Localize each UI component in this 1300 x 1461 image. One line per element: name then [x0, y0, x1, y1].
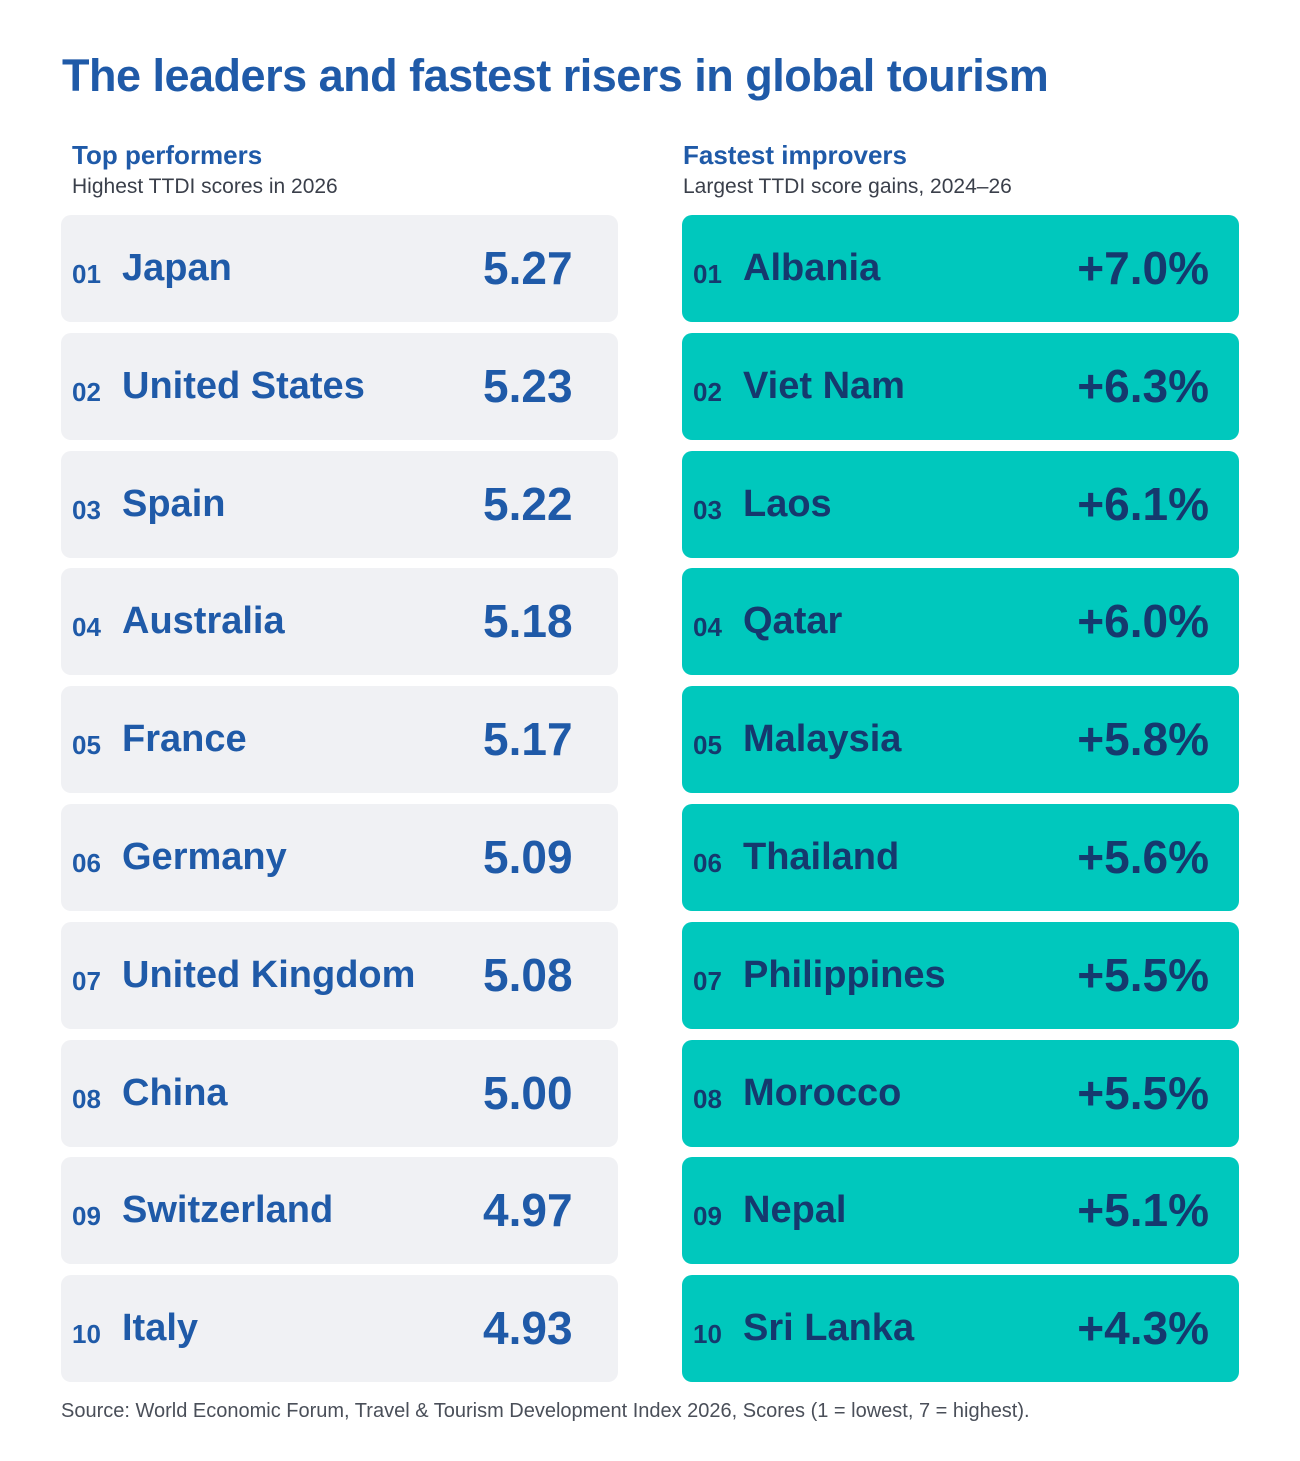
- fastest-improver-row: 10 Sri Lanka +4.3%: [682, 1275, 1239, 1383]
- top-performer-value: 4.93: [483, 1302, 573, 1355]
- fastest-improver-country: Viet Nam: [743, 364, 905, 407]
- fastest-improver-value: +6.1%: [1077, 477, 1209, 530]
- top-performer-rank: 09: [72, 1201, 101, 1232]
- fastest-improver-country: Philippines: [743, 953, 946, 996]
- top-performer-rank: 02: [72, 376, 101, 407]
- top-performer-value: 5.09: [483, 831, 573, 883]
- source-note: Source: World Economic Forum, Travel & T…: [61, 1400, 1030, 1422]
- top-performers-panel: Top performers Highest TTDI scores in 20…: [61, 140, 618, 1383]
- top-performer-rank: 04: [72, 612, 101, 643]
- fastest-improver-row: 05 Malaysia +5.8%: [682, 686, 1239, 794]
- fastest-improver-country: Sri Lanka: [743, 1307, 915, 1350]
- top-performer-country: Australia: [122, 600, 285, 643]
- fastest-improver-value: +5.6%: [1077, 831, 1209, 883]
- fastest-improver-rank: 09: [693, 1201, 722, 1232]
- top-performer-country: Switzerland: [122, 1189, 334, 1232]
- top-performer-rank: 03: [72, 494, 101, 525]
- fastest-improver-country: Malaysia: [743, 718, 902, 761]
- top-performer-row: 05 France 5.17: [61, 686, 618, 794]
- fastest-improver-value: +6.0%: [1077, 595, 1209, 648]
- top-performer-country: Italy: [122, 1307, 199, 1350]
- top-performer-rank: 07: [72, 965, 101, 996]
- top-performer-country: Spain: [122, 482, 226, 525]
- fastest-improver-value: +5.5%: [1077, 1066, 1209, 1119]
- fastest-improver-rank: 08: [693, 1083, 722, 1114]
- fastest-improver-row: 02 Viet Nam +6.3%: [682, 332, 1239, 440]
- top-performer-row: 03 Spain 5.22: [61, 450, 618, 558]
- fastest-improver-country: Nepal: [743, 1189, 847, 1232]
- top-performer-value: 5.27: [483, 242, 573, 294]
- fastest-improver-value: +5.5%: [1077, 948, 1209, 1001]
- top-performer-row: 06 Germany 5.09: [61, 804, 618, 911]
- fastest-improver-row: 09 Nepal +5.1%: [682, 1157, 1239, 1265]
- fastest-improver-row: 03 Laos +6.1%: [682, 450, 1239, 558]
- top-performer-row: 04 Australia 5.18: [61, 568, 618, 676]
- top-performer-value: 5.00: [483, 1066, 573, 1119]
- top-performer-value: 5.18: [483, 595, 573, 648]
- fastest-improver-country: Morocco: [743, 1071, 902, 1114]
- fastest-improver-value: +4.3%: [1077, 1302, 1209, 1355]
- top-performer-row: 01 Japan 5.27: [61, 215, 618, 322]
- top-performer-rank: 08: [72, 1083, 101, 1114]
- fastest-improver-value: +7.0%: [1077, 242, 1209, 294]
- fastest-improver-rank: 06: [693, 848, 722, 878]
- top-performer-row: 08 China 5.00: [61, 1039, 618, 1147]
- top-performer-country: China: [122, 1071, 228, 1114]
- top-performers-subtitle: Highest TTDI scores in 2026: [72, 175, 338, 198]
- fastest-improver-row: 08 Morocco +5.5%: [682, 1039, 1239, 1147]
- top-performer-value: 5.17: [483, 713, 573, 766]
- top-performer-value: 4.97: [483, 1184, 573, 1237]
- top-performer-rank: 01: [72, 259, 101, 289]
- top-performer-row: 09 Switzerland 4.97: [61, 1157, 618, 1265]
- fastest-improver-rank: 05: [693, 730, 722, 761]
- top-performer-row: 07 United Kingdom 5.08: [61, 921, 618, 1029]
- fastest-improver-rank: 01: [693, 259, 722, 289]
- fastest-improver-value: +5.1%: [1077, 1184, 1209, 1237]
- fastest-improver-value: +5.8%: [1077, 713, 1209, 766]
- fastest-improvers-heading: Fastest improvers: [683, 140, 907, 170]
- top-performer-country: United Kingdom: [122, 953, 416, 996]
- top-performer-country: Germany: [122, 836, 287, 878]
- fastest-improver-row: 06 Thailand +5.6%: [682, 804, 1239, 911]
- fastest-improver-country: Albania: [743, 247, 881, 289]
- fastest-improver-country: Laos: [743, 482, 832, 525]
- fastest-improver-rank: 02: [693, 376, 722, 407]
- fastest-improver-country: Qatar: [743, 600, 843, 643]
- fastest-improver-rank: 03: [693, 494, 722, 525]
- page-title: The leaders and fastest risers in global…: [62, 50, 1049, 101]
- top-performer-country: United States: [122, 364, 365, 407]
- top-performer-country: France: [122, 718, 247, 761]
- fastest-improvers-panel: Fastest improvers Largest TTDI score gai…: [682, 140, 1239, 1383]
- fastest-improver-row: 07 Philippines +5.5%: [682, 921, 1239, 1029]
- top-performer-rank: 06: [72, 848, 101, 878]
- top-performer-value: 5.23: [483, 359, 573, 412]
- top-performer-rank: 05: [72, 730, 101, 761]
- top-performer-rank: 10: [72, 1319, 101, 1350]
- fastest-improver-country: Thailand: [743, 836, 900, 878]
- fastest-improver-rank: 07: [693, 965, 722, 996]
- top-performer-country: Japan: [122, 247, 232, 289]
- fastest-improvers-subtitle: Largest TTDI score gains, 2024–26: [683, 175, 1012, 198]
- fastest-improver-rank: 04: [693, 612, 722, 643]
- top-performer-value: 5.22: [483, 477, 573, 530]
- top-performer-row: 10 Italy 4.93: [61, 1275, 618, 1383]
- top-performers-heading: Top performers: [72, 140, 263, 170]
- top-performer-row: 02 United States 5.23: [61, 332, 618, 440]
- fastest-improver-row: 01 Albania +7.0%: [682, 215, 1239, 322]
- fastest-improver-row: 04 Qatar +6.0%: [682, 568, 1239, 676]
- top-performer-value: 5.08: [483, 948, 573, 1001]
- fastest-improver-rank: 10: [693, 1319, 722, 1350]
- fastest-improver-value: +6.3%: [1077, 359, 1209, 412]
